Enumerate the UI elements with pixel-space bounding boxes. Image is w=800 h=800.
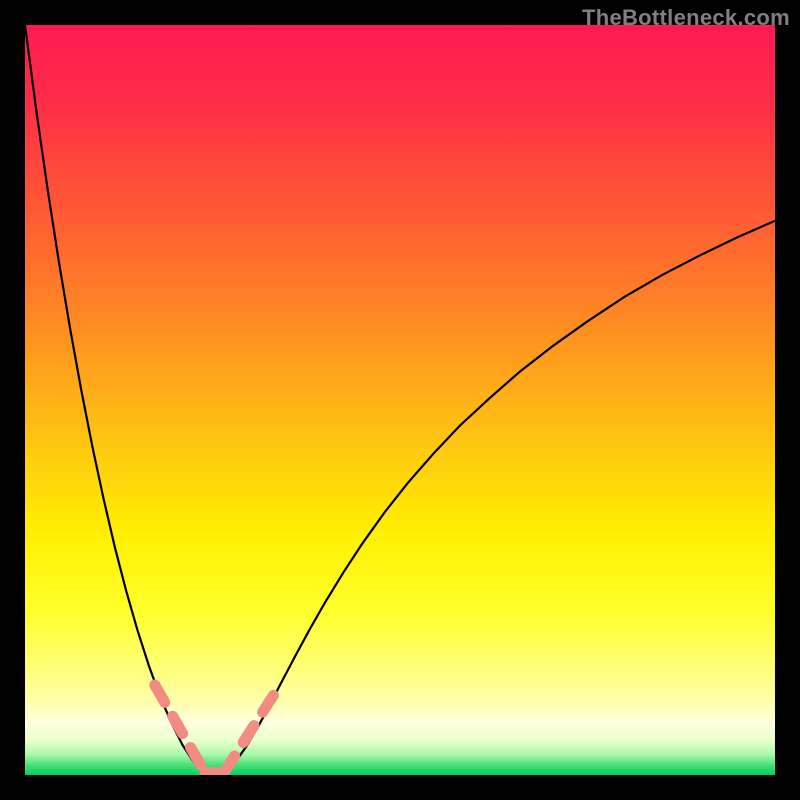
watermark: TheBottleneck.com xyxy=(582,5,790,31)
bottleneck-chart xyxy=(25,25,775,775)
plot-background xyxy=(25,25,775,775)
plot-area xyxy=(25,25,775,775)
